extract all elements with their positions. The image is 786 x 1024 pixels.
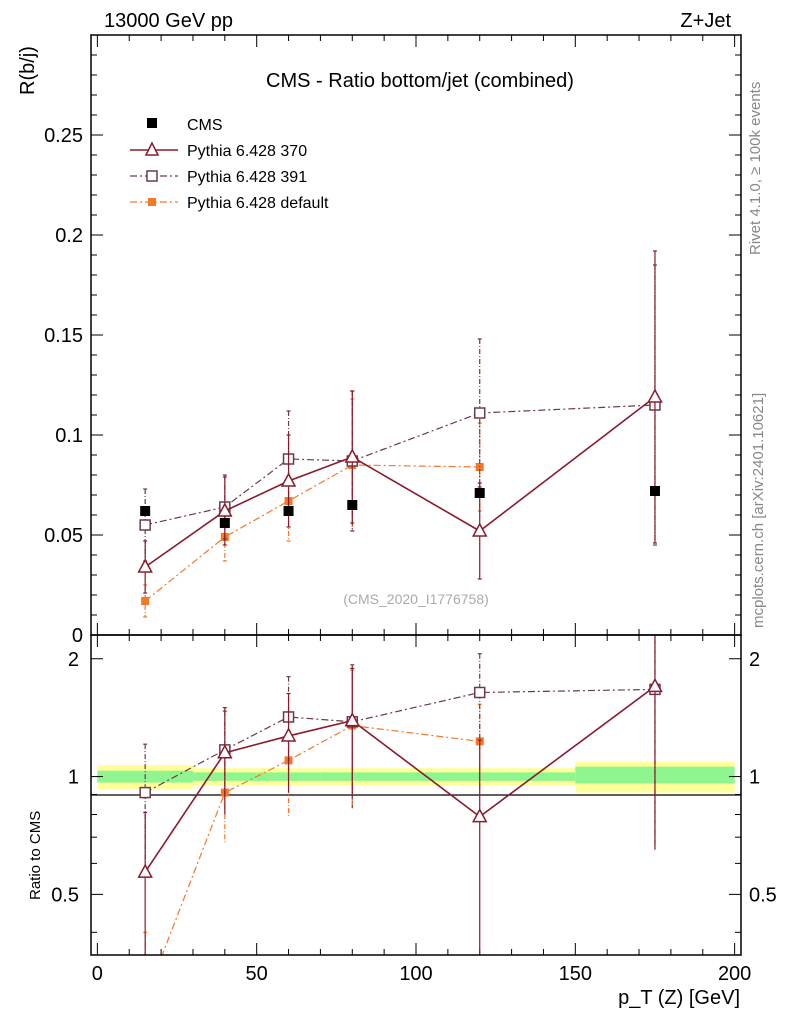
main-point-cms — [283, 506, 294, 516]
legend-entry-cms: CMS — [147, 117, 223, 134]
ratio-frame — [90, 634, 742, 956]
main-point-cms — [649, 486, 660, 496]
legend-label-py370: Pythia 6.428 370 — [187, 143, 307, 160]
main-ytick-label: 0 — [72, 625, 83, 647]
ratio-point-py391 — [473, 686, 486, 699]
ratio-axis-ticks: 0 50 100 150 200 0.5 0.5 1 1 2 2 — [51, 635, 777, 985]
main-ytick-label: 0.2 — [55, 225, 83, 247]
ratio-ytick-label: 2 — [68, 649, 79, 671]
main-point-py370 — [280, 472, 297, 487]
main-point-cms — [140, 506, 151, 516]
legend-label-py391: Pythia 6.428 391 — [187, 169, 307, 186]
legend-marker-pydefault — [148, 198, 156, 206]
ratio-line-py391 — [144, 688, 655, 794]
ratio-xtick-label: 50 — [246, 963, 268, 985]
legend-entry-py370: Pythia 6.428 370 — [130, 141, 307, 160]
ratio-xtick-label: 200 — [718, 963, 751, 985]
main-point-cms — [474, 488, 485, 498]
ratio-line-pydefault — [161, 724, 480, 955]
chart-title: CMS - Ratio bottom/jet (combined) — [266, 70, 574, 92]
main-line-py391 — [145, 404, 655, 526]
ratio-series-layer — [137, 635, 663, 1003]
analysis-watermark: (CMS_2020_I1776758) — [343, 591, 489, 607]
ratio-ytick-label: 0.5 — [51, 884, 79, 906]
ratio-ytick-label-right: 1 — [749, 767, 760, 789]
ratio-ytick-label-right: 0.5 — [749, 884, 777, 906]
main-ytick-label: 0.25 — [44, 125, 83, 147]
legend-label-cms: CMS — [187, 117, 223, 134]
main-series-layer — [137, 250, 663, 618]
rivet-label: Rivet 4.1.0, ≥ 100k events — [747, 82, 764, 255]
x-axis-title: p_T (Z) [GeV] — [618, 987, 740, 1009]
ratio-series-py370 — [137, 635, 663, 955]
header-right: Z+Jet — [680, 10, 731, 32]
main-line-py370 — [144, 396, 656, 568]
ratio-ylabel: Ratio to CMS — [27, 811, 44, 900]
ratio-point-py370 — [471, 808, 488, 823]
ratio-clipped-group — [137, 635, 663, 1003]
ratio-panel: 0 50 100 150 200 0.5 0.5 1 1 2 2 — [51, 634, 777, 1003]
ratio-point-py391 — [139, 786, 151, 799]
ratio-ytick-label-right: 2 — [749, 649, 760, 671]
main-point-cms — [219, 518, 230, 528]
cms-uncertainty-band — [97, 761, 735, 793]
legend-entry-pydefault: Pythia 6.428 default — [130, 195, 329, 212]
ratio-ytick-label: 1 — [68, 767, 79, 789]
header-left: 13000 GeV pp — [104, 10, 233, 32]
ratio-point-py370 — [217, 744, 233, 759]
main-point-py391 — [473, 407, 486, 419]
main-panel: CMS - Ratio bottom/jet (combined) (CMS_2… — [44, 34, 742, 647]
main-point-cms — [347, 500, 358, 510]
legend-marker-cms — [147, 118, 157, 128]
ratio-xtick-label: 150 — [559, 963, 592, 985]
legend: CMS Pythia 6.428 370 Pythia 6.428 391 Py… — [130, 117, 329, 212]
main-ylabel: R(b/j) — [17, 46, 39, 95]
ratio-point-py370 — [344, 712, 361, 727]
ratio-series-py391 — [139, 635, 661, 861]
main-axis-ticks: 0.05 0.1 0.15 0.2 0.25 0 — [44, 34, 741, 647]
main-point-py370 — [647, 388, 663, 403]
main-point-py370 — [344, 448, 361, 463]
main-point-pydefault — [141, 597, 150, 605]
main-line-pydefault — [144, 464, 480, 602]
ratio-xtick-label: 0 — [92, 963, 103, 985]
ratio-line-py370 — [144, 685, 656, 873]
main-series-pydefault — [141, 398, 484, 618]
legend-marker-py370 — [144, 141, 160, 156]
mcplots-label: mcplots.cern.ch [arXiv:2401.10621] — [750, 393, 767, 628]
main-series-cms — [140, 486, 660, 528]
legend-label-pydefault: Pythia 6.428 default — [187, 195, 329, 212]
ratio-point-pydefault — [141, 995, 149, 1003]
x-axis-title-text: p_T (Z) [GeV] — [618, 987, 740, 1009]
main-ytick-label: 0.15 — [44, 325, 83, 347]
legend-entry-py391: Pythia 6.428 391 — [130, 169, 307, 186]
ratio-point-py370 — [647, 677, 663, 693]
main-ytick-label: 0.1 — [55, 425, 83, 447]
main-point-py370 — [137, 558, 153, 573]
main-ytick-label: 0.05 — [44, 525, 83, 547]
ratio-xtick-label: 100 — [399, 963, 432, 985]
main-point-py391 — [139, 519, 151, 531]
main-point-py370 — [471, 522, 488, 537]
ratio-point-py370 — [137, 863, 153, 878]
band-inner — [320, 772, 576, 781]
main-point-py370 — [217, 502, 233, 517]
main-series-py370 — [137, 250, 663, 594]
legend-marker-py391 — [146, 170, 158, 182]
ratio-point-py370 — [280, 727, 297, 742]
